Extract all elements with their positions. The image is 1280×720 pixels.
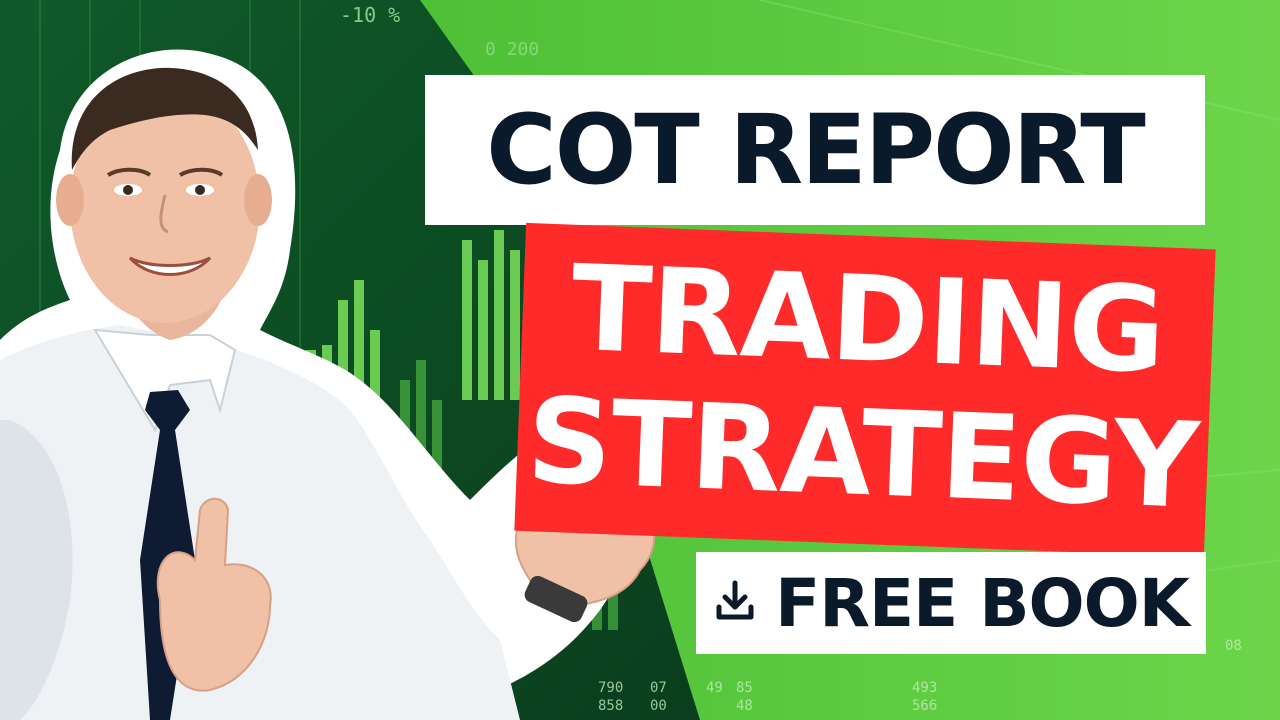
subhead-banner: TRADING STRATEGY — [514, 222, 1216, 558]
headline: COT REPORT — [486, 94, 1146, 206]
presenter-photo — [0, 49, 666, 720]
free-book-cta[interactable]: FREE BOOK — [696, 552, 1206, 654]
svg-text:07: 07 — [650, 680, 667, 696]
free-book-label: FREE BOOK — [775, 564, 1190, 642]
svg-text:00: 00 — [650, 698, 667, 714]
headline-box: COT REPORT — [425, 75, 1205, 225]
svg-text:858: 858 — [598, 698, 623, 714]
svg-text:49: 49 — [706, 680, 723, 696]
svg-text:48: 48 — [736, 698, 753, 714]
download-icon — [713, 579, 757, 627]
svg-text:566: 566 — [912, 698, 937, 714]
svg-text:08: 08 — [1225, 638, 1242, 654]
ticker-top-value: 0 200 — [485, 39, 539, 60]
svg-text:790: 790 — [598, 680, 623, 696]
subhead-line-2: STRATEGY — [524, 371, 1201, 535]
svg-text:85: 85 — [736, 680, 753, 696]
ticker-top-percent: -10 % — [340, 3, 400, 27]
svg-text:493: 493 — [912, 680, 937, 696]
